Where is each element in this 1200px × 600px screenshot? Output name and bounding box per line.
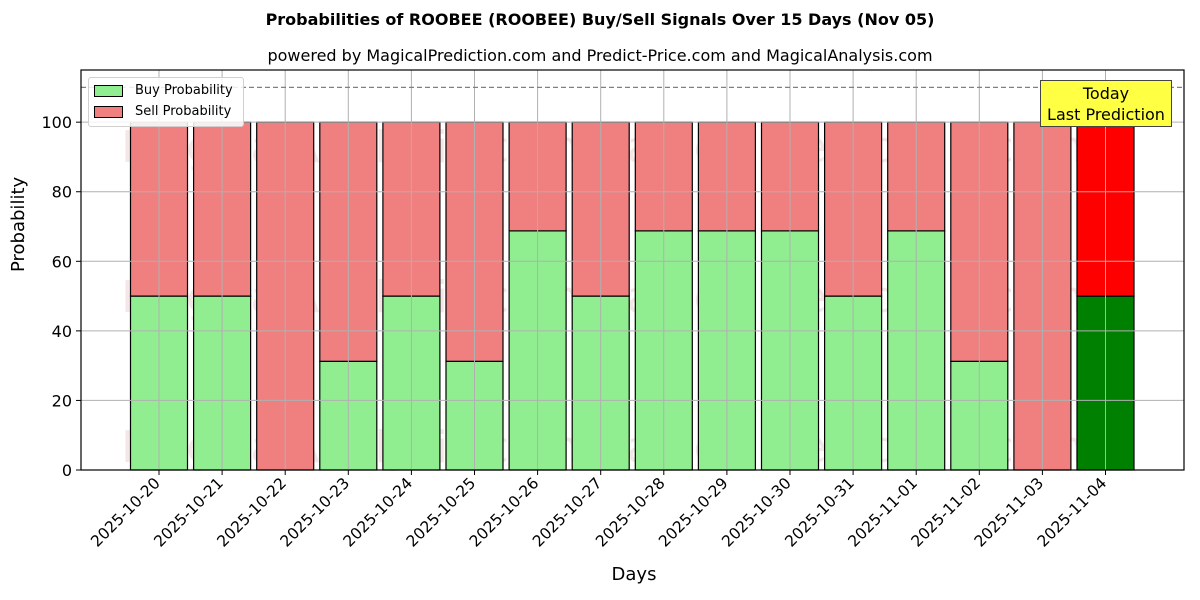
x-axis-label: Days [611,564,657,585]
legend-label-buy: Buy Probability [135,83,233,98]
legend-label-sell: Sell Probability [135,104,232,119]
legend-swatch-sell [94,105,123,118]
y-tick-label: 80 [52,183,72,202]
chart-title: Probabilities of ROOBEE (ROOBEE) Buy/Sel… [265,10,935,29]
legend-swatch-buy [94,84,123,97]
y-tick-label: 0 [62,461,72,480]
y-tick-label: 20 [52,391,72,410]
y-tick-label: 100 [41,113,72,132]
y-axis-label: Probability [8,176,29,272]
today-annotation-line2: Last Prediction [1047,105,1165,124]
chart-subtitle: powered by MagicalPrediction.com and Pre… [267,46,933,65]
legend: Buy Probability Sell Probability [88,77,244,127]
legend-item-buy: Buy Probability [94,83,233,98]
today-annotation: Today Last Prediction [1040,80,1172,127]
legend-item-sell: Sell Probability [94,104,231,119]
y-tick-label: 60 [52,252,72,271]
today-annotation-line1: Today [1082,84,1130,103]
plot-frame [80,69,1185,471]
y-tick-label: 40 [52,322,72,341]
